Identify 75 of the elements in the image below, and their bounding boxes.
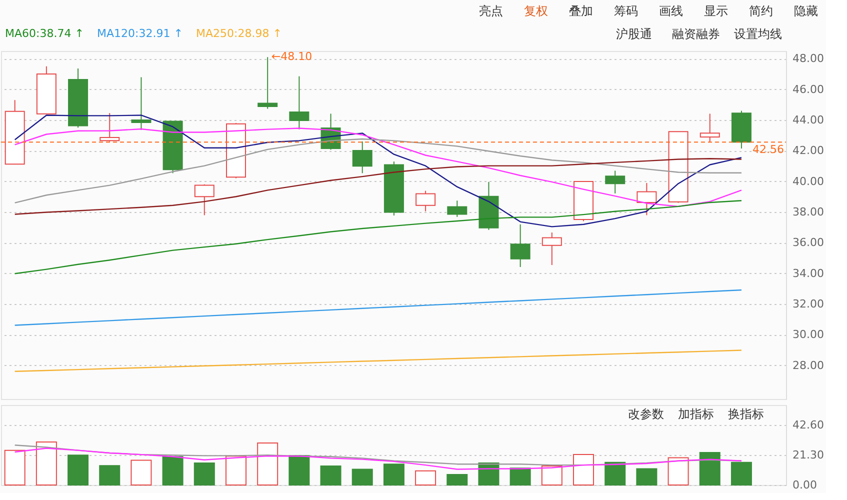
text: MA60:38.74 ↑ bbox=[5, 27, 84, 40]
y-tick-label: 42.00 bbox=[792, 144, 824, 158]
y-tick-label: 38.00 bbox=[792, 205, 824, 218]
line-series bbox=[14, 200, 742, 274]
bar bbox=[288, 455, 310, 486]
y-tick-label: 21.30 bbox=[792, 448, 824, 462]
candlestick bbox=[605, 170, 626, 194]
candlestick bbox=[700, 113, 720, 142]
text: 隐藏 bbox=[794, 4, 818, 18]
line-series bbox=[14, 128, 742, 208]
text: 画线 bbox=[659, 4, 683, 18]
y-tick-label: 28.00 bbox=[792, 358, 824, 372]
bar bbox=[699, 452, 720, 486]
text: 筹码 bbox=[614, 4, 638, 18]
text: 显示 bbox=[704, 4, 728, 18]
bar bbox=[668, 457, 689, 486]
text: MA120:32.91 ↑ bbox=[97, 27, 183, 40]
text: 融资融券 bbox=[672, 27, 720, 41]
text: 沪股通 bbox=[616, 27, 652, 41]
y-tick-label: 48.00 bbox=[792, 52, 824, 66]
ref-line-label: 42.56 bbox=[752, 143, 784, 156]
text: 复权 bbox=[524, 4, 548, 18]
y-tick-label: 0.00 bbox=[792, 478, 817, 492]
line-series bbox=[14, 158, 742, 215]
annotation: 加指标 bbox=[678, 407, 714, 421]
line-series bbox=[14, 448, 742, 470]
y-tick-label: 44.00 bbox=[792, 113, 824, 126]
bar bbox=[99, 465, 120, 486]
candlestick bbox=[194, 184, 214, 216]
candlestick bbox=[447, 200, 468, 218]
bar bbox=[225, 456, 246, 486]
bar bbox=[730, 462, 752, 486]
candlestick bbox=[352, 140, 372, 174]
candlestick bbox=[289, 76, 310, 130]
bar bbox=[510, 468, 531, 486]
bar bbox=[541, 466, 562, 486]
bar bbox=[352, 468, 373, 486]
text: 亮点 bbox=[479, 4, 503, 18]
candlestick bbox=[542, 232, 562, 266]
y-tick-label: 30.00 bbox=[792, 328, 824, 342]
bar bbox=[68, 454, 89, 486]
bar bbox=[257, 442, 278, 486]
bar bbox=[194, 462, 215, 486]
candlestick bbox=[131, 76, 152, 130]
y-tick-label: 32.00 bbox=[792, 297, 824, 310]
bar bbox=[415, 470, 436, 486]
bar bbox=[36, 442, 57, 486]
candlestick bbox=[416, 190, 436, 212]
bar bbox=[446, 474, 468, 486]
bar bbox=[320, 466, 342, 486]
bar bbox=[636, 468, 658, 486]
annotation: 改参数 bbox=[628, 407, 664, 421]
line-series bbox=[14, 350, 742, 372]
y-tick-label: 46.00 bbox=[792, 82, 824, 96]
candlestick bbox=[510, 224, 530, 268]
y-tick-label: 40.00 bbox=[792, 174, 824, 188]
bar bbox=[383, 464, 404, 486]
line-series bbox=[14, 114, 742, 228]
y-tick-label: 34.00 bbox=[792, 266, 824, 280]
candlestick bbox=[100, 112, 120, 142]
bar bbox=[4, 450, 26, 486]
bar bbox=[162, 456, 184, 486]
line-series bbox=[14, 289, 742, 326]
annotation: 换指标 bbox=[728, 407, 764, 421]
y-tick-label: 36.00 bbox=[792, 236, 824, 250]
annotation: ←48.10 bbox=[271, 50, 312, 64]
bar bbox=[573, 454, 594, 486]
text: 叠加 bbox=[569, 4, 593, 18]
candlestick bbox=[636, 182, 657, 216]
bar bbox=[130, 460, 152, 486]
text: 设置均线 bbox=[734, 27, 782, 41]
text: 简约 bbox=[749, 4, 773, 18]
bar bbox=[604, 462, 626, 486]
text: MA250:28.98 ↑ bbox=[196, 27, 282, 40]
y-tick-label: 42.60 bbox=[792, 418, 824, 432]
